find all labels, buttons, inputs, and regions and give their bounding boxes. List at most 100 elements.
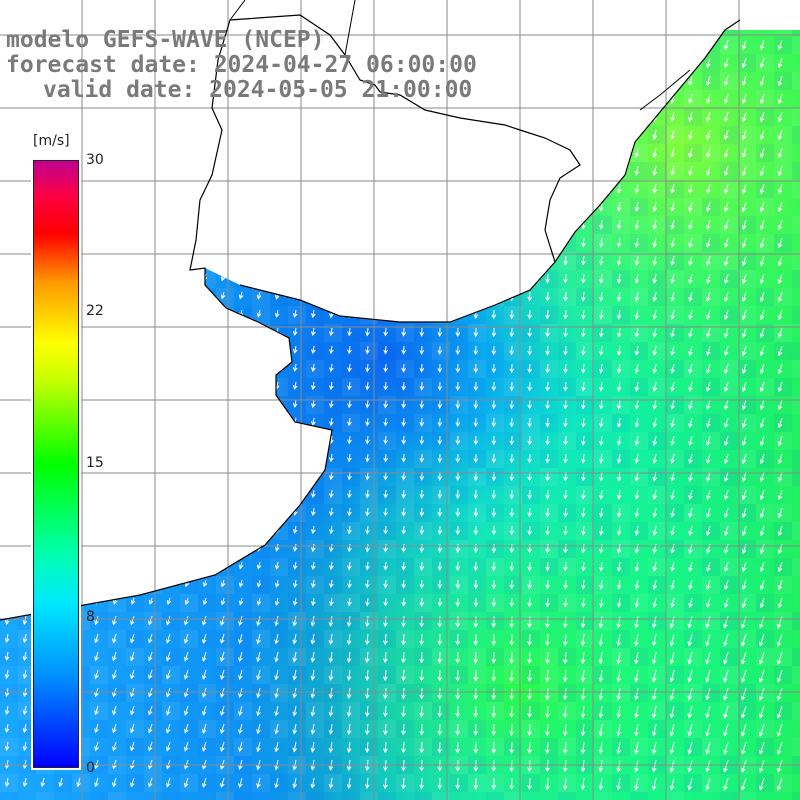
wind-arrow — [184, 363, 190, 372]
wind-arrow — [401, 237, 407, 247]
wind-arrow — [670, 237, 675, 248]
wind-arrow — [706, 183, 711, 194]
wind-arrow — [437, 453, 443, 463]
wind-arrow — [598, 345, 604, 356]
wind-arrow — [112, 327, 118, 335]
wind-arrow — [437, 615, 443, 628]
wind-arrow — [670, 345, 675, 356]
wind-arrow — [616, 507, 622, 518]
wind-arrow — [688, 597, 693, 609]
wind-arrow — [95, 129, 100, 137]
wind-arrow — [455, 543, 461, 554]
wind-arrow — [274, 111, 280, 120]
wind-arrow — [687, 669, 693, 683]
wind-arrow — [329, 489, 334, 499]
wind-arrow — [292, 777, 297, 789]
wind-arrow — [328, 723, 334, 735]
wind-arrow — [437, 507, 443, 517]
wind-arrow — [437, 237, 443, 247]
wind-arrow — [256, 165, 262, 174]
wind-arrow — [166, 165, 172, 173]
wind-arrow — [580, 741, 586, 755]
wind-arrow — [220, 345, 226, 354]
coastline — [0, 14, 581, 621]
wind-arrow — [652, 345, 658, 356]
wind-arrow — [473, 417, 479, 428]
wind-arrow — [616, 597, 622, 608]
wind-arrow — [365, 453, 370, 463]
wind-arrow — [563, 183, 568, 194]
wind-arrow — [741, 183, 747, 195]
wind-arrow — [419, 633, 425, 646]
wind-arrow — [148, 165, 154, 173]
wind-arrow — [616, 489, 622, 500]
wind-arrow — [292, 525, 298, 534]
wind-arrow — [527, 129, 533, 140]
wind-arrow — [329, 345, 334, 355]
wind-arrow — [545, 291, 550, 302]
wind-arrow — [365, 147, 370, 157]
wind-arrow — [670, 579, 675, 590]
wind-arrow — [437, 525, 443, 535]
wind-arrow — [491, 219, 497, 230]
wind-arrow — [383, 723, 388, 736]
wind-arrow — [148, 219, 154, 227]
wind-arrow — [148, 345, 154, 353]
wind-arrow — [741, 507, 747, 519]
wind-arrow — [274, 507, 280, 516]
wind-arrow — [491, 57, 497, 68]
wind-arrow — [776, 615, 783, 629]
wind-arrow — [184, 183, 190, 192]
wind-arrow — [545, 363, 550, 374]
wind-arrow — [95, 273, 100, 281]
wind-arrow — [401, 309, 407, 319]
wind-arrow — [238, 327, 244, 336]
wind-arrow — [759, 525, 765, 537]
wind-arrow — [455, 651, 461, 664]
wind-arrow — [723, 381, 729, 393]
wind-arrow — [256, 237, 262, 246]
wind-arrow — [329, 399, 334, 409]
wind-arrow — [148, 579, 154, 587]
wind-arrow — [581, 129, 586, 140]
wind-arrow — [148, 273, 154, 281]
wind-arrow — [598, 75, 604, 86]
wind-arrow — [365, 489, 370, 499]
wind-arrow — [688, 507, 693, 519]
wind-arrow — [274, 183, 280, 192]
wind-arrow — [238, 453, 244, 462]
wind-arrow — [688, 381, 693, 393]
wind-arrow — [509, 777, 515, 791]
wind-arrow — [130, 417, 136, 425]
wind-arrow — [383, 345, 389, 355]
wind-arrow — [112, 237, 118, 245]
wind-arrow — [741, 597, 747, 609]
wind-arrow — [759, 453, 765, 465]
wind-arrow — [112, 201, 118, 209]
wind-arrow — [527, 507, 533, 518]
wind-arrow — [562, 759, 568, 773]
wind-arrow — [616, 705, 621, 719]
wind-arrow — [220, 435, 226, 444]
wind-arrow — [401, 345, 407, 355]
wind-arrow — [220, 381, 226, 390]
wind-arrow — [616, 615, 621, 629]
wind-arrow — [776, 651, 783, 665]
wind-arrow — [759, 759, 765, 773]
colorbar-tick-22: 22 — [86, 303, 104, 319]
wind-arrow — [598, 147, 604, 158]
wind-arrow — [256, 273, 262, 282]
wind-arrow — [670, 453, 675, 464]
wind-arrow — [688, 57, 693, 69]
wind-arrow — [328, 651, 334, 663]
wind-arrow — [238, 669, 243, 681]
wind-arrow — [347, 579, 352, 589]
wind-arrow — [545, 489, 550, 500]
wind-arrow — [274, 255, 280, 264]
wind-arrow — [94, 759, 99, 770]
wind-arrow — [705, 615, 711, 629]
wind-arrow — [383, 615, 388, 628]
wind-arrow — [670, 201, 675, 212]
